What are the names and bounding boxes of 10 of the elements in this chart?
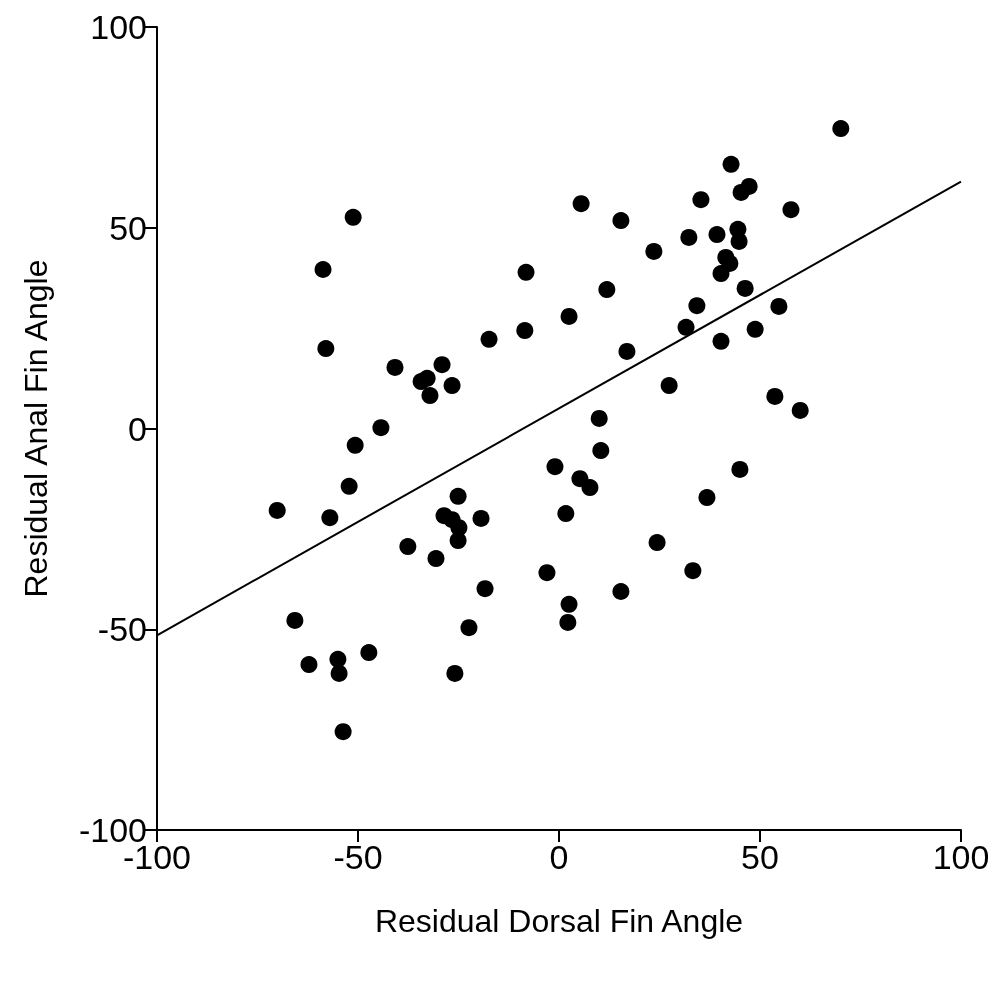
y-tick-label: -50 [97,610,147,649]
y-tick-label: 50 [109,208,147,247]
x-tick-label: -50 [333,838,383,876]
y-axis-title: Residual Anal Fin Angle [18,259,54,598]
x-tick-label: 0 [549,838,569,876]
x-axis-title: Residual Dorsal Fin Angle [374,903,744,939]
y-tick-label: 0 [128,409,147,448]
y-tick-label: 100 [90,8,147,46]
x-tick-label: 50 [741,838,779,876]
x-tick-label: 100 [932,838,990,876]
